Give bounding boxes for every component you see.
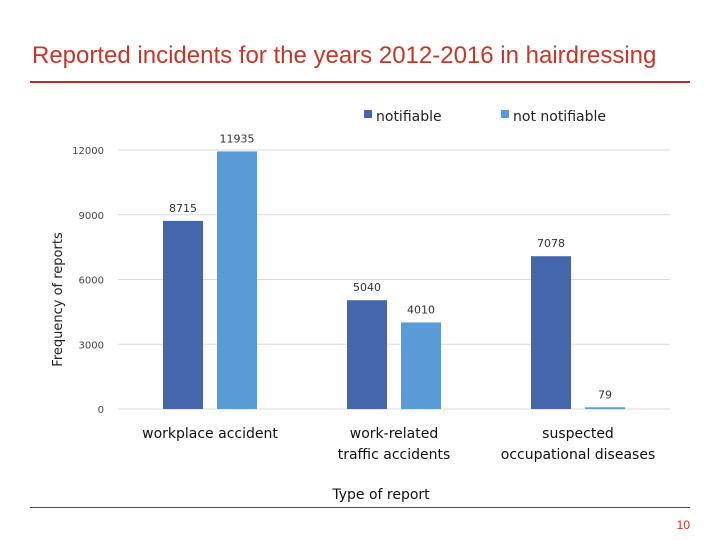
y-tick-label: 12000 — [72, 146, 104, 157]
data-label: 79 — [598, 388, 612, 401]
legend-swatch — [364, 110, 372, 118]
bar-not-notifiable — [401, 322, 441, 409]
data-label: 5040 — [353, 281, 381, 294]
data-label: 4010 — [407, 303, 435, 316]
footer-divider — [30, 507, 690, 508]
bar-notifiable — [347, 300, 387, 409]
y-tick-label: 9000 — [79, 211, 104, 222]
bar-chart: 0 3000 6000 9000 12000 Frequency of reports Ty… — [51, 109, 670, 503]
y-tick-label: 0 — [98, 405, 104, 416]
x-tick-label: work-related traffic accidents — [338, 426, 451, 463]
y-tick-label: 6000 — [79, 276, 104, 287]
bar-not-notifiable — [217, 151, 257, 409]
legend-label: notifiable — [376, 109, 442, 125]
x-axis-label: Type of report — [331, 487, 430, 503]
legend-label: not notifiable — [513, 109, 606, 125]
y-axis-label: Frequency of reports — [51, 232, 66, 367]
x-tick-label: suspected occupational diseases — [501, 426, 656, 463]
bar-notifiable — [163, 220, 203, 409]
page-number: 10 — [676, 518, 690, 532]
x-tick-label: workplace accident — [142, 426, 278, 442]
title-divider — [30, 81, 690, 83]
bar-notifiable — [531, 256, 571, 409]
data-label: 7078 — [537, 237, 565, 250]
y-tick-label: 3000 — [79, 340, 104, 351]
data-label: 8715 — [169, 202, 197, 215]
bar-not-notifiable — [585, 407, 625, 409]
slide-title: Reported incidents for the years 2012-20… — [32, 42, 657, 69]
legend-swatch — [501, 110, 509, 118]
data-label: 11935 — [220, 132, 255, 145]
